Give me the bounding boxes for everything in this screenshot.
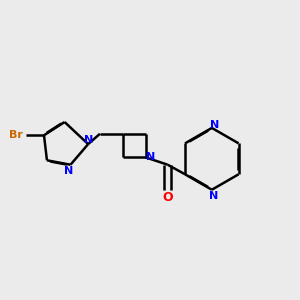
Text: N: N [210,120,219,130]
Text: N: N [146,152,155,162]
Text: N: N [64,166,74,176]
Text: O: O [162,191,173,205]
Text: N: N [209,190,218,201]
Text: N: N [83,135,93,145]
Text: Br: Br [9,130,23,140]
